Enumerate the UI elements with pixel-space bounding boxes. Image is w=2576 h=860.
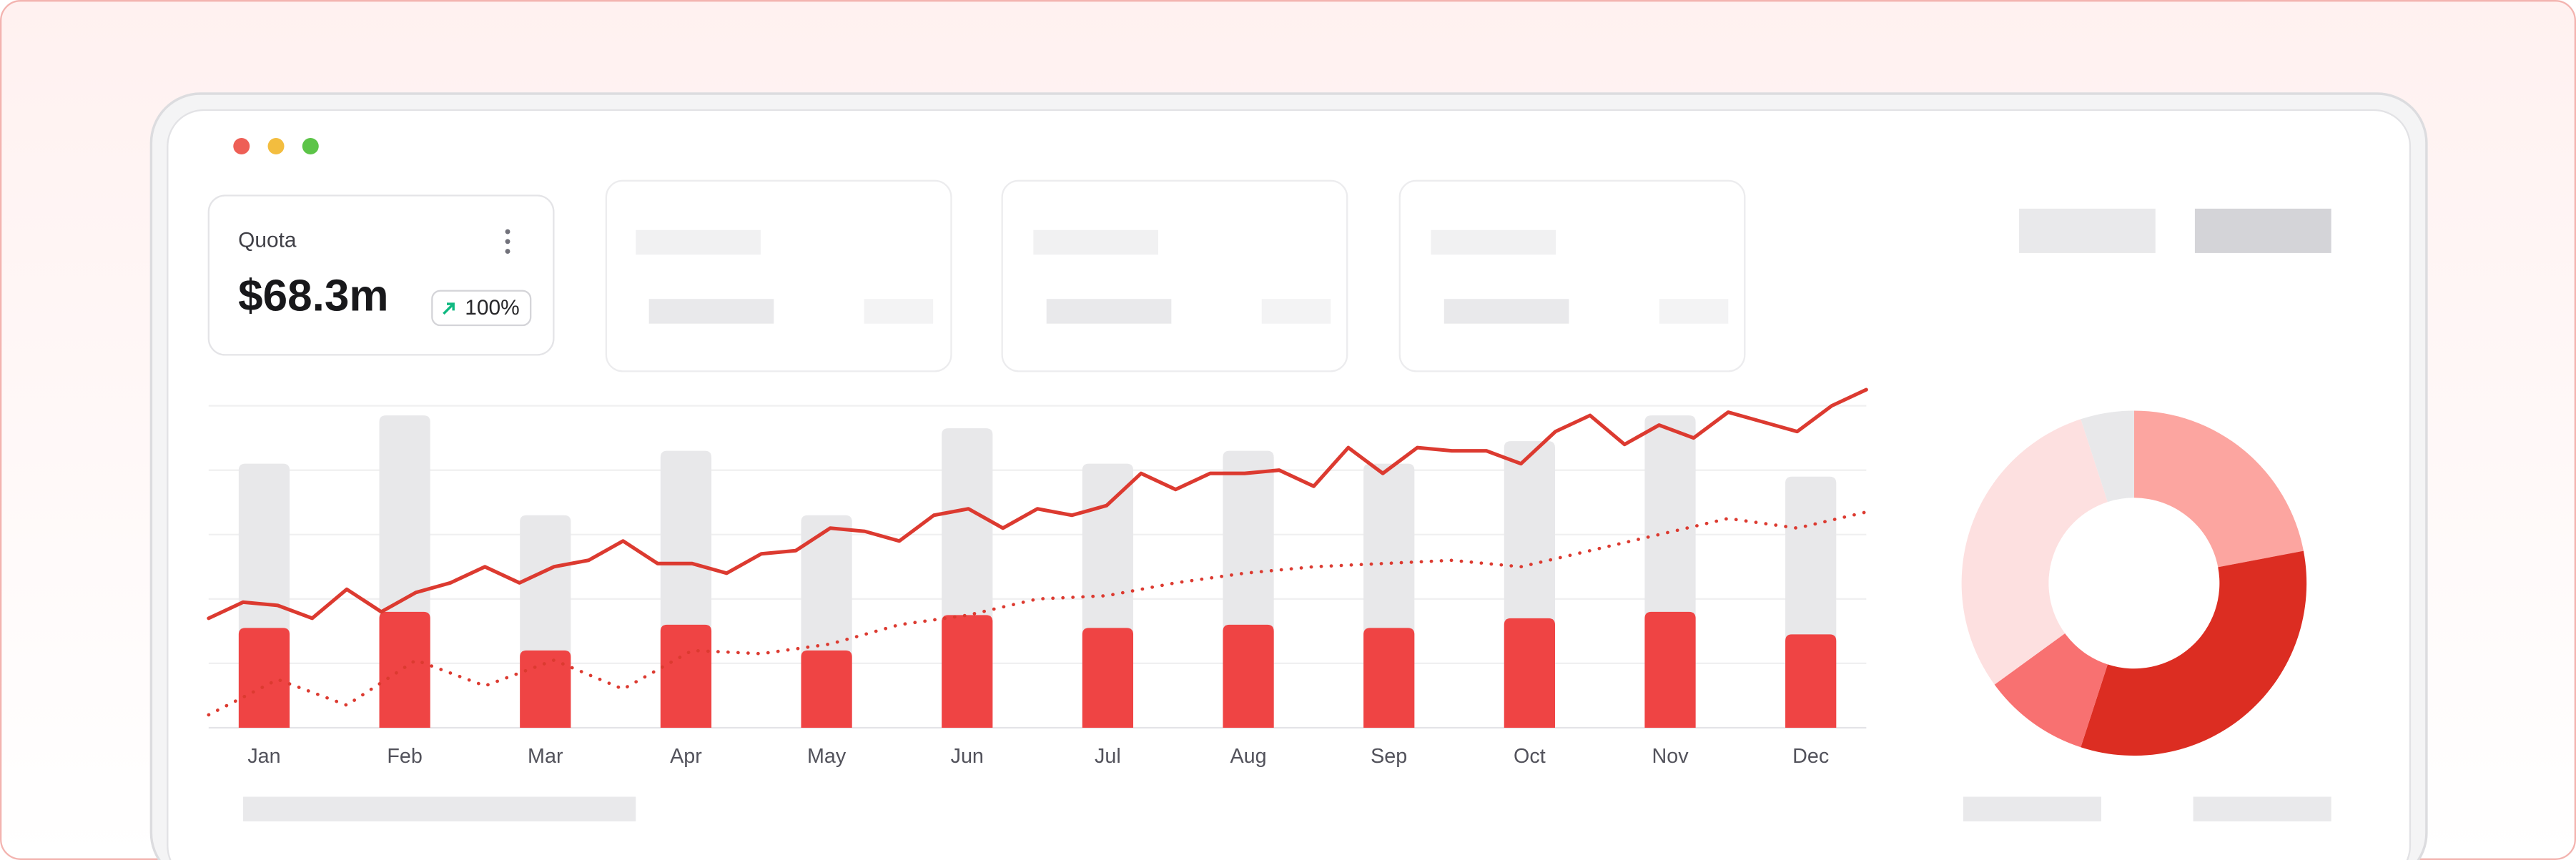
placeholder-card [1398,179,1746,372]
donut-segment [2081,410,2134,503]
bar [520,650,571,728]
placeholder [2193,796,2331,821]
placeholder [864,299,934,324]
bar [1082,628,1134,728]
placeholder [636,229,761,255]
combo-chart: Jan Feb Mar Apr May Jun Jul Aug Sep Oct Nov Dec [207,387,1868,768]
x-tick-label: Dec [1792,745,1829,768]
badge-text: 100% [465,296,519,320]
bar [1644,611,1696,728]
donut-segment [2081,550,2307,756]
quota-card: Quota $68.3m 100% [207,194,555,356]
bar [1504,618,1555,728]
x-tick-label: Aug [1230,745,1267,768]
placeholder [1033,229,1158,255]
x-tick-label: Sep [1371,745,1407,768]
placeholder-card [605,179,952,372]
placeholder [1659,299,1729,324]
menu-dot[interactable] [505,249,510,254]
donut-chart [1961,410,2307,756]
placeholder [648,299,774,324]
up-arrow [443,302,455,315]
placeholder [243,796,636,821]
placeholder [1261,299,1331,324]
placeholder-button[interactable] [2194,208,2331,253]
bar [942,615,993,728]
x-tick-label: Feb [387,745,423,768]
x-tick-label: Mar [528,745,563,768]
line [207,510,1868,717]
badge [431,290,532,327]
menu-dot[interactable] [505,239,510,244]
bar [1363,628,1415,728]
donut-segment [2133,410,2304,568]
x-tick-label: Jun [951,745,984,768]
placeholder [1963,796,2101,821]
bar [1223,624,1274,728]
x-tick-label: Nov [1652,745,1689,768]
line [207,387,1868,621]
placeholder [1444,299,1569,324]
bar [379,611,430,728]
x-tick-label: Apr [670,745,702,768]
x-tick-label: Oct [1514,745,1546,768]
x-tick-label: May [807,745,847,768]
bar [1785,634,1837,728]
card-title: Quota [238,229,297,252]
x-tick-label: Jul [1095,745,1121,768]
placeholder-card [1001,179,1348,372]
close-button[interactable] [233,138,250,155]
bar [801,650,852,728]
card-value: $68.3m [238,272,388,321]
maximize-button[interactable] [302,138,319,155]
placeholder-button[interactable] [2019,208,2156,253]
minimize-button[interactable] [267,138,285,155]
donut-segment [1994,633,2108,748]
placeholder [1046,299,1172,324]
bar [238,628,290,728]
x-tick-label: Jan [247,745,280,768]
placeholder [1431,229,1556,255]
menu-dot[interactable] [505,229,510,234]
placeholder-cards [243,179,2331,821]
bar [660,624,712,728]
donut-segment [1961,419,2108,685]
